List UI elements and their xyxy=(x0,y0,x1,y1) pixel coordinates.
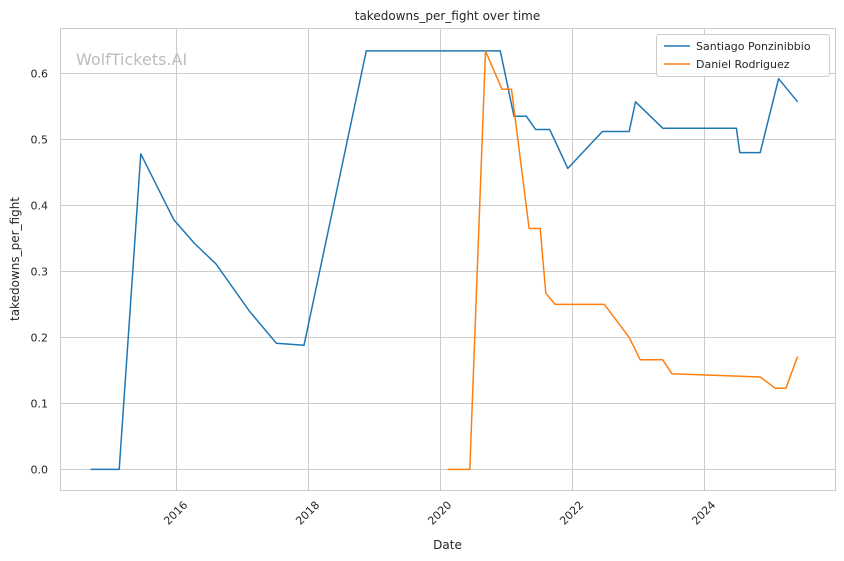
x-tick-label: 2024 xyxy=(689,499,718,528)
x-tick-label: 2018 xyxy=(293,499,322,528)
legend-box xyxy=(656,34,830,77)
x-axis-title: Date xyxy=(433,538,462,552)
y-tick-label: 0.4 xyxy=(31,200,49,213)
series-line-daniel xyxy=(447,50,799,471)
legend: Santiago Ponzinibbio Daniel Rodriguez xyxy=(656,34,830,77)
plot-area-frame xyxy=(60,28,836,491)
y-tick-label: 0.6 xyxy=(31,68,49,81)
y-axis-title: takedowns_per_fight xyxy=(8,197,22,321)
grid-lines xyxy=(60,28,836,491)
x-axis-ticks: 2016 2018 2020 2022 2024 xyxy=(161,499,718,528)
x-tick-label: 2016 xyxy=(161,499,190,528)
y-tick-label: 0.3 xyxy=(31,266,49,279)
y-tick-label: 0.2 xyxy=(31,332,49,345)
x-tick-label: 2020 xyxy=(425,499,454,528)
legend-label-daniel: Daniel Rodriguez xyxy=(696,58,790,71)
y-axis-ticks: 0.0 0.1 0.2 0.3 0.4 0.5 0.6 xyxy=(31,68,49,477)
y-tick-label: 0.5 xyxy=(31,134,49,147)
watermark-text: WolfTickets.AI xyxy=(76,50,187,69)
x-tick-label: 2022 xyxy=(557,499,586,528)
y-tick-label: 0.1 xyxy=(31,398,49,411)
y-tick-label: 0.0 xyxy=(31,464,49,477)
legend-label-santiago: Santiago Ponzinibbio xyxy=(696,40,811,53)
chart-title: takedowns_per_fight over time xyxy=(355,9,541,23)
series-line-santiago xyxy=(90,50,799,471)
series-lines xyxy=(90,50,799,471)
